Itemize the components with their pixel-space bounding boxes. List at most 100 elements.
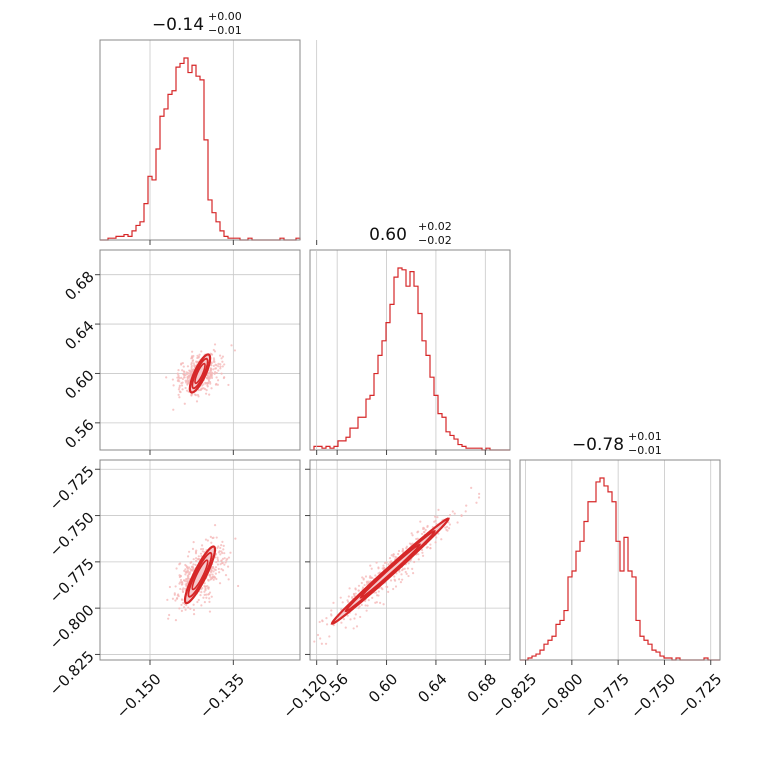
sample-point (353, 594, 356, 597)
sample-point (268, 677, 270, 679)
sample-point (342, 617, 346, 621)
sample-point (206, 373, 209, 376)
sample-point (214, 566, 218, 569)
contour-level-2 (191, 559, 209, 591)
sample-point (172, 384, 175, 387)
sample-point (341, 601, 344, 604)
sample-point (224, 574, 228, 577)
sample-point (178, 574, 181, 577)
contour-level-2 (194, 362, 206, 385)
sample-point (183, 606, 186, 609)
sample-point (203, 593, 206, 597)
sample-point (177, 374, 180, 377)
sample-point (377, 590, 380, 593)
sample-point (177, 369, 180, 372)
sample-point (478, 492, 481, 495)
sample-point (184, 386, 187, 390)
sample-point (460, 514, 463, 518)
sample-point (409, 542, 413, 546)
sample-point (456, 521, 459, 524)
sample-point (433, 515, 437, 518)
sample-point (451, 510, 454, 513)
sample-point (175, 567, 178, 570)
sample-point (197, 555, 200, 558)
sample-point (401, 568, 405, 571)
sample-point (186, 566, 189, 569)
panel-frame (519, 459, 721, 661)
sample-point (199, 552, 203, 555)
sample-point (221, 365, 224, 368)
sample-point (217, 559, 220, 563)
sample-point (360, 581, 363, 585)
sample-point (226, 565, 230, 568)
sample-point (221, 540, 224, 543)
sample-point (227, 383, 230, 387)
sample-point (371, 596, 374, 599)
sample-point (377, 594, 380, 597)
sample-point (216, 379, 220, 382)
sample-point (398, 570, 401, 573)
sample-point (209, 573, 212, 576)
sample-point (179, 581, 182, 584)
sample-point (197, 557, 200, 561)
pair-content (268, 486, 481, 679)
sample-point (394, 585, 398, 588)
sample-point (421, 554, 425, 557)
sample-point (332, 624, 335, 627)
sample-point (404, 570, 407, 574)
sample-point (212, 357, 216, 360)
sample-point (234, 537, 237, 540)
sample-point (174, 599, 177, 602)
sample-point (185, 389, 189, 392)
sample-point (209, 373, 212, 376)
sample-point (354, 613, 357, 616)
sample-point (223, 563, 226, 566)
sample-point (328, 635, 331, 638)
sample-point (387, 590, 390, 594)
hist-panel-2: −0.825−0.800−0.775−0.750−0.725 −0.78 +0.01… (488, 430, 725, 722)
sample-point (208, 393, 211, 396)
sample-point (178, 396, 181, 399)
sample-point (316, 633, 320, 637)
sample-point (419, 520, 422, 523)
sample-point (210, 595, 213, 598)
sample-point (445, 525, 449, 529)
sample-point (223, 363, 226, 366)
sample-point (366, 604, 369, 607)
sample-point (187, 575, 190, 578)
sample-point (218, 571, 221, 574)
sample-point (212, 567, 215, 570)
sample-point (200, 544, 204, 547)
sample-point (392, 555, 395, 558)
sample-point (209, 535, 212, 538)
sample-point (187, 571, 190, 574)
sample-point (208, 610, 212, 613)
sample-point (187, 372, 190, 375)
sample-point (417, 558, 420, 561)
sample-point (191, 359, 194, 363)
sample-point (211, 371, 214, 375)
sample-point (185, 571, 188, 574)
sample-point (359, 615, 362, 619)
sample-point (218, 354, 222, 357)
sample-point (353, 617, 356, 620)
sample-point (201, 550, 204, 553)
sample-point (167, 617, 170, 620)
sample-point (219, 553, 222, 556)
sample-point (207, 377, 211, 380)
sample-point (185, 604, 188, 607)
sample-point (178, 607, 181, 610)
sample-point (393, 575, 396, 578)
sample-point (217, 365, 220, 368)
sample-point (207, 578, 210, 582)
x-tick-label: −0.150 (113, 670, 165, 722)
sample-point (214, 572, 217, 575)
sample-point (215, 561, 218, 564)
sample-point (477, 496, 481, 499)
sample-point (211, 573, 214, 576)
panel-title-upper: +0.01 (628, 430, 662, 443)
sample-point (363, 583, 366, 587)
sample-point (190, 355, 194, 358)
sample-point (382, 564, 385, 567)
sample-point (211, 575, 214, 579)
